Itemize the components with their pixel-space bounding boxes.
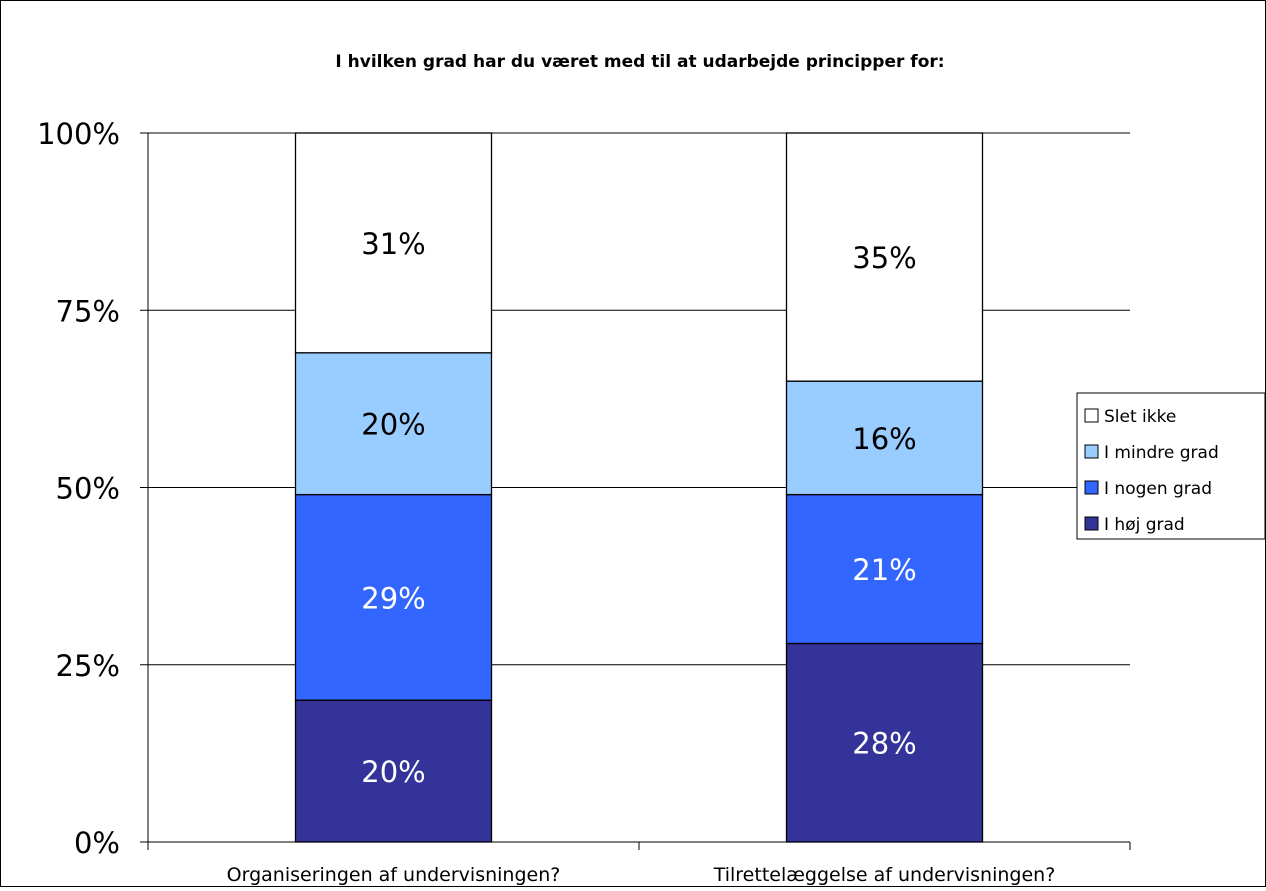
bar-segment [785, 493, 984, 645]
legend-label: I høj grad [1104, 515, 1185, 535]
bar-segment [785, 132, 984, 382]
data-label: 20% [361, 408, 425, 442]
bar-segment [294, 493, 493, 701]
data-label: 29% [361, 581, 425, 615]
y-tick-label: 50% [56, 472, 120, 506]
data-label: 20% [361, 755, 425, 789]
legend-label: I nogen grad [1104, 479, 1212, 499]
legend-swatch [1084, 408, 1099, 423]
y-tick-label: 100% [37, 117, 120, 151]
legend-label: I mindre grad [1104, 443, 1219, 463]
legend-swatch [1084, 516, 1099, 531]
y-tick-label: 25% [56, 649, 120, 683]
y-tick-label: 0% [74, 826, 120, 860]
x-tick-label: Tilrettelæggelse af undervisningen? [713, 864, 1056, 886]
bar-segment [785, 642, 984, 843]
y-tick-label: 75% [56, 294, 120, 328]
x-tick-label: Organiseringen af undervisningen? [227, 864, 561, 886]
chart-title: I hvilken grad har du været med til at u… [335, 52, 944, 72]
bar-segment [294, 132, 493, 354]
legend-box [1076, 392, 1266, 540]
data-label: 35% [852, 241, 916, 275]
data-label: 28% [852, 727, 916, 761]
bar-segment [785, 380, 984, 496]
data-label: 16% [852, 422, 916, 456]
legend-label: Slet ikke [1104, 407, 1176, 427]
bar-segment [294, 352, 493, 496]
data-label: 31% [361, 227, 425, 261]
data-label: 21% [852, 553, 916, 587]
legend-swatch [1084, 444, 1099, 459]
legend-swatch [1084, 480, 1099, 495]
